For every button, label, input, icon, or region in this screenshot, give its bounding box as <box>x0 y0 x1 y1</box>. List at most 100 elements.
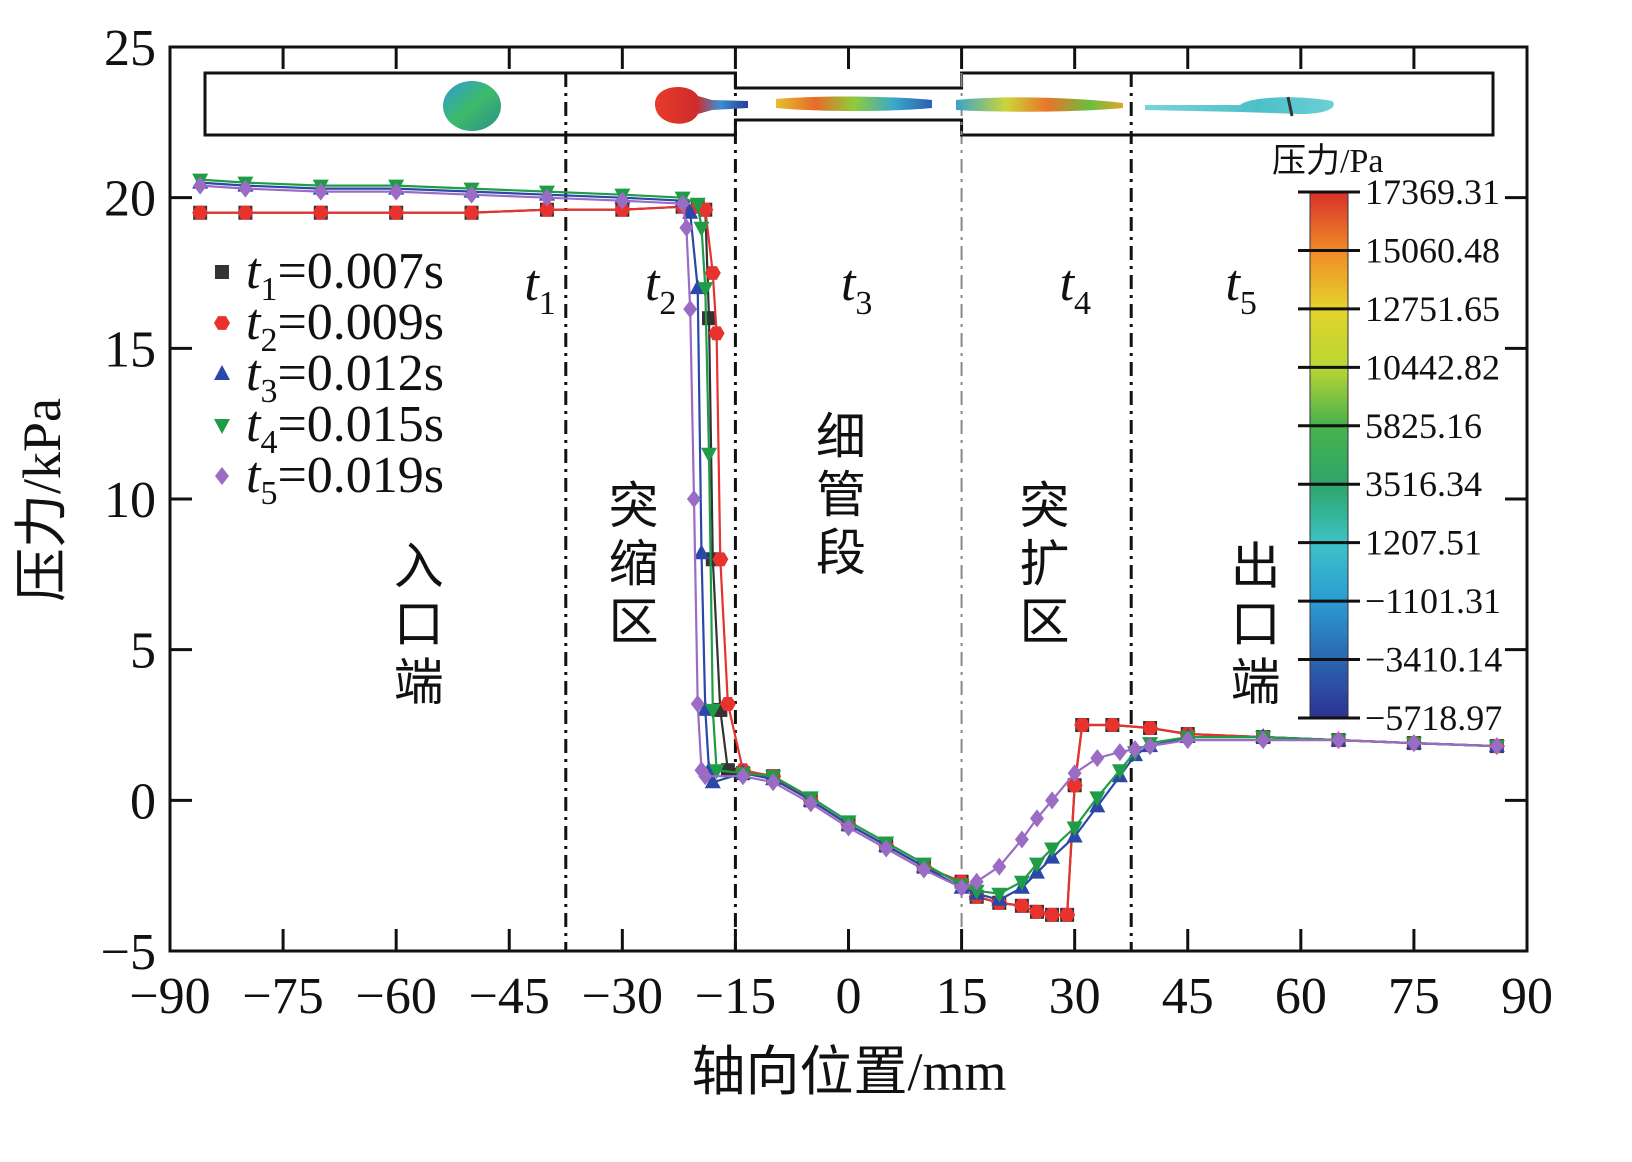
data-point <box>803 794 818 813</box>
droplet-4 <box>956 97 1123 112</box>
x-tick-label: −90 <box>129 968 210 1025</box>
x-tick-label: 30 <box>1049 968 1101 1025</box>
data-point <box>1111 764 1128 780</box>
data-point <box>312 205 329 220</box>
y-tick-label: 20 <box>104 171 156 228</box>
x-tick-label: −75 <box>242 968 323 1025</box>
data-point <box>313 182 328 201</box>
region-label-char: 段 <box>816 525 866 581</box>
data-point <box>1143 737 1158 756</box>
data-point <box>968 884 985 900</box>
stage-subscript: 2 <box>659 285 676 322</box>
legend-sym: t <box>246 447 262 504</box>
data-point <box>1331 731 1346 750</box>
data-point <box>1180 731 1195 750</box>
data-point <box>702 311 717 326</box>
data-point <box>679 218 694 237</box>
series-layer <box>192 173 1505 922</box>
x-tick-label: −60 <box>356 968 437 1025</box>
data-point <box>1112 743 1127 762</box>
data-point <box>1406 734 1421 753</box>
colorbar-label: 12751.65 <box>1365 289 1500 329</box>
stage-label: t4 <box>1060 255 1091 322</box>
data-point <box>214 316 230 330</box>
region-label-char: 扩 <box>1020 536 1070 592</box>
stage-label: t1 <box>524 255 555 322</box>
colorbar-bar <box>1309 191 1349 719</box>
legend-sub: 5 <box>260 475 277 512</box>
data-point <box>1256 731 1271 750</box>
region-label-char: 突 <box>609 478 659 534</box>
data-point <box>1104 718 1121 732</box>
data-point <box>463 205 480 220</box>
legend-value: =0.019s <box>277 447 444 504</box>
colorbar-label: 17369.31 <box>1365 172 1500 212</box>
data-point <box>1044 842 1061 858</box>
data-point <box>719 696 736 711</box>
y-tick-label: 10 <box>104 472 156 529</box>
data-point <box>697 202 714 217</box>
stage-subscript: 5 <box>1240 285 1257 322</box>
colorbar-label: 1207.51 <box>1365 523 1482 563</box>
series-5 <box>193 176 1504 897</box>
x-tick-label: 0 <box>836 968 862 1025</box>
x-tick-label: 45 <box>1162 968 1214 1025</box>
data-point <box>720 763 735 778</box>
section-boundaries <box>564 72 1133 951</box>
region-label-char: 细 <box>816 409 866 465</box>
region-label-char: 出 <box>1231 538 1281 594</box>
x-tick-label: −30 <box>582 968 663 1025</box>
x-tick-label: 90 <box>1501 968 1553 1025</box>
colorbar-label: 15060.48 <box>1365 230 1500 270</box>
legend-sym: t <box>246 396 262 453</box>
data-point <box>1066 821 1083 837</box>
region-label-char: 入 <box>394 538 444 594</box>
data-point <box>708 764 725 780</box>
channel-inset <box>203 71 1495 137</box>
data-point <box>214 365 230 380</box>
colorbar-label: −3410.14 <box>1365 640 1502 680</box>
data-point <box>215 265 229 279</box>
data-point <box>683 300 698 319</box>
x-axis-title: 轴向位置/mm <box>691 1042 1006 1102</box>
data-point <box>766 773 781 792</box>
stage-subscript: 3 <box>855 285 872 322</box>
data-point <box>215 467 229 485</box>
droplet-1 <box>443 81 501 131</box>
droplet-2 <box>655 86 748 124</box>
data-point <box>698 767 713 786</box>
data-point <box>1089 791 1106 807</box>
data-point <box>1013 898 1030 913</box>
data-point <box>704 703 721 719</box>
data-point <box>712 552 729 567</box>
legend: t1=0.007st2=0.009st3=0.012st4=0.015st5=0… <box>214 243 444 512</box>
y-axis-title: 压力/kPa <box>12 398 72 602</box>
region-label-char: 端 <box>1231 654 1281 710</box>
y-tick-label: −5 <box>101 924 156 981</box>
data-point <box>708 326 725 341</box>
droplet-3 <box>776 96 932 111</box>
legend-entry: t3=0.012s <box>246 345 444 410</box>
data-point <box>879 839 894 858</box>
data-point <box>1066 778 1083 793</box>
legend-entry: t1=0.007s <box>246 243 444 308</box>
colorbar-label: 5825.16 <box>1365 406 1482 446</box>
colorbar-label: 3516.34 <box>1365 464 1482 504</box>
legend-value: =0.012s <box>277 345 444 402</box>
data-point <box>615 191 630 210</box>
data-point <box>238 179 253 198</box>
data-point <box>214 419 230 434</box>
legend-entry: t2=0.009s <box>246 294 444 359</box>
data-point <box>701 447 718 463</box>
data-point <box>614 202 631 217</box>
data-point <box>689 197 706 213</box>
y-tick-label: 15 <box>104 321 156 378</box>
x-tick-label: 60 <box>1275 968 1327 1025</box>
data-point <box>539 188 554 207</box>
legend-entry: t4=0.015s <box>246 396 444 461</box>
data-point <box>1013 875 1030 891</box>
region-label-char: 缩 <box>609 536 659 592</box>
data-point <box>704 266 721 280</box>
